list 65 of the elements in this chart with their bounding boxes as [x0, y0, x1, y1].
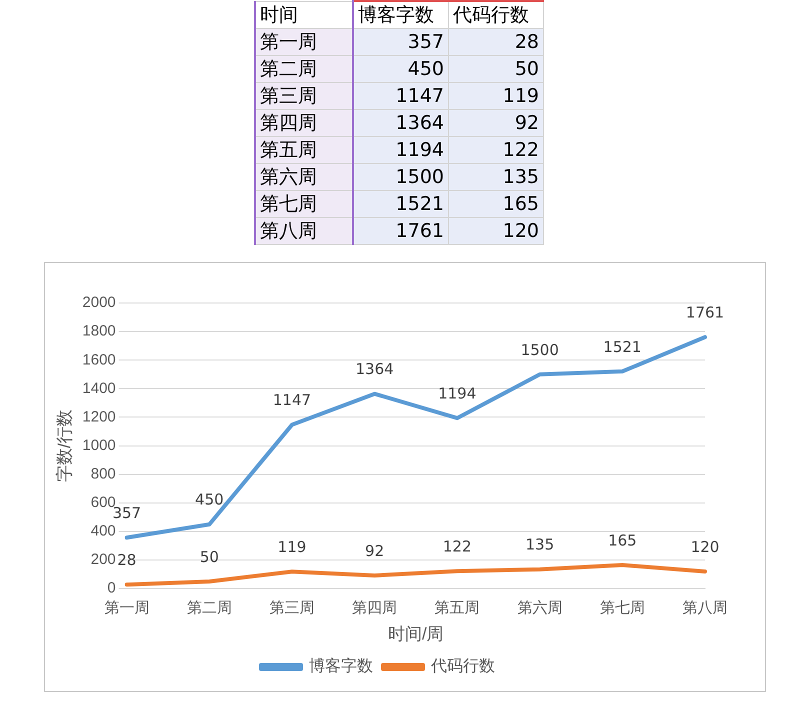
data-label: 119	[448, 82, 544, 110]
category-label: 第五周	[255, 136, 353, 164]
category-label: 第四周	[255, 110, 353, 136]
data-label: 135	[525, 536, 554, 554]
x-tick-label: 第五周	[434, 600, 480, 617]
data-label: 92	[448, 110, 544, 136]
data-label: 50	[200, 548, 219, 566]
data-label: 119	[278, 538, 306, 556]
data-label: 122	[448, 136, 544, 164]
category-label: 第一周	[255, 28, 353, 56]
data-label: 122	[442, 538, 472, 556]
data-label: 1147	[272, 391, 312, 410]
data-label: 165	[448, 190, 544, 218]
category-label: 第八周	[255, 218, 353, 244]
y-tick-label: 1800	[82, 322, 116, 340]
series-label: 博客字数	[353, 1, 448, 28]
y-tick-label: 200	[90, 551, 116, 568]
x-tick-label: 第一周	[104, 600, 150, 617]
data-label: 135	[448, 164, 544, 190]
category-label: 第二周	[255, 56, 353, 82]
data-label: 1521	[353, 190, 448, 218]
data-label: 1500	[353, 164, 448, 190]
data-label: 1194	[353, 136, 448, 164]
series-label: 代码行数	[448, 1, 544, 28]
data-label: 357	[353, 28, 448, 56]
data-label: 1521	[603, 338, 642, 356]
data-label: 1364	[353, 110, 448, 136]
y-tick-label: 0	[107, 580, 116, 597]
y-tick-label: 1600	[82, 351, 116, 368]
x-tick-label: 第四周	[352, 600, 398, 617]
x-tick-label: 第二周	[186, 600, 232, 617]
y-tick-label: 800	[90, 466, 116, 482]
y-tick-label: 600	[90, 494, 116, 512]
data-label: 120	[448, 218, 544, 244]
data-label: 165	[608, 531, 637, 550]
data-label: 28	[117, 550, 136, 569]
data-label: 120	[690, 538, 720, 556]
y-tick-label: 1000	[82, 436, 116, 454]
x-tick-label: 第八周	[682, 600, 728, 617]
data-label: 1761	[686, 304, 724, 322]
legend-label: 博客字数	[309, 656, 373, 676]
y-axis-title: 字数/行数	[54, 409, 74, 482]
data-label: 1500	[520, 340, 559, 359]
data-label: 1364	[355, 360, 394, 378]
data-label: 1147	[353, 82, 448, 110]
data-label: 450	[195, 490, 224, 509]
x-tick-label: 第三周	[269, 600, 314, 617]
data-label: 1194	[438, 384, 476, 402]
x-tick-label: 第六周	[517, 600, 562, 617]
legend-label: 代码行数	[430, 656, 495, 676]
text: 时间	[255, 1, 353, 28]
y-tick-label: 1200	[82, 408, 116, 426]
data-label: 1761	[353, 218, 448, 244]
y-tick-label: 400	[90, 522, 116, 540]
category-label: 第七周	[255, 190, 353, 218]
data-label: 50	[448, 56, 544, 82]
data-label: 450	[353, 56, 448, 82]
y-tick-label: 2000	[82, 294, 116, 312]
x-tick-label: 第七周	[600, 600, 645, 617]
x-axis-title: 时间/周	[388, 624, 444, 644]
data-label: 92	[365, 542, 384, 560]
category-label: 第三周	[255, 82, 353, 110]
category-label: 第六周	[255, 164, 353, 190]
y-tick-label: 1400	[82, 380, 116, 397]
data-label: 28	[448, 28, 544, 56]
